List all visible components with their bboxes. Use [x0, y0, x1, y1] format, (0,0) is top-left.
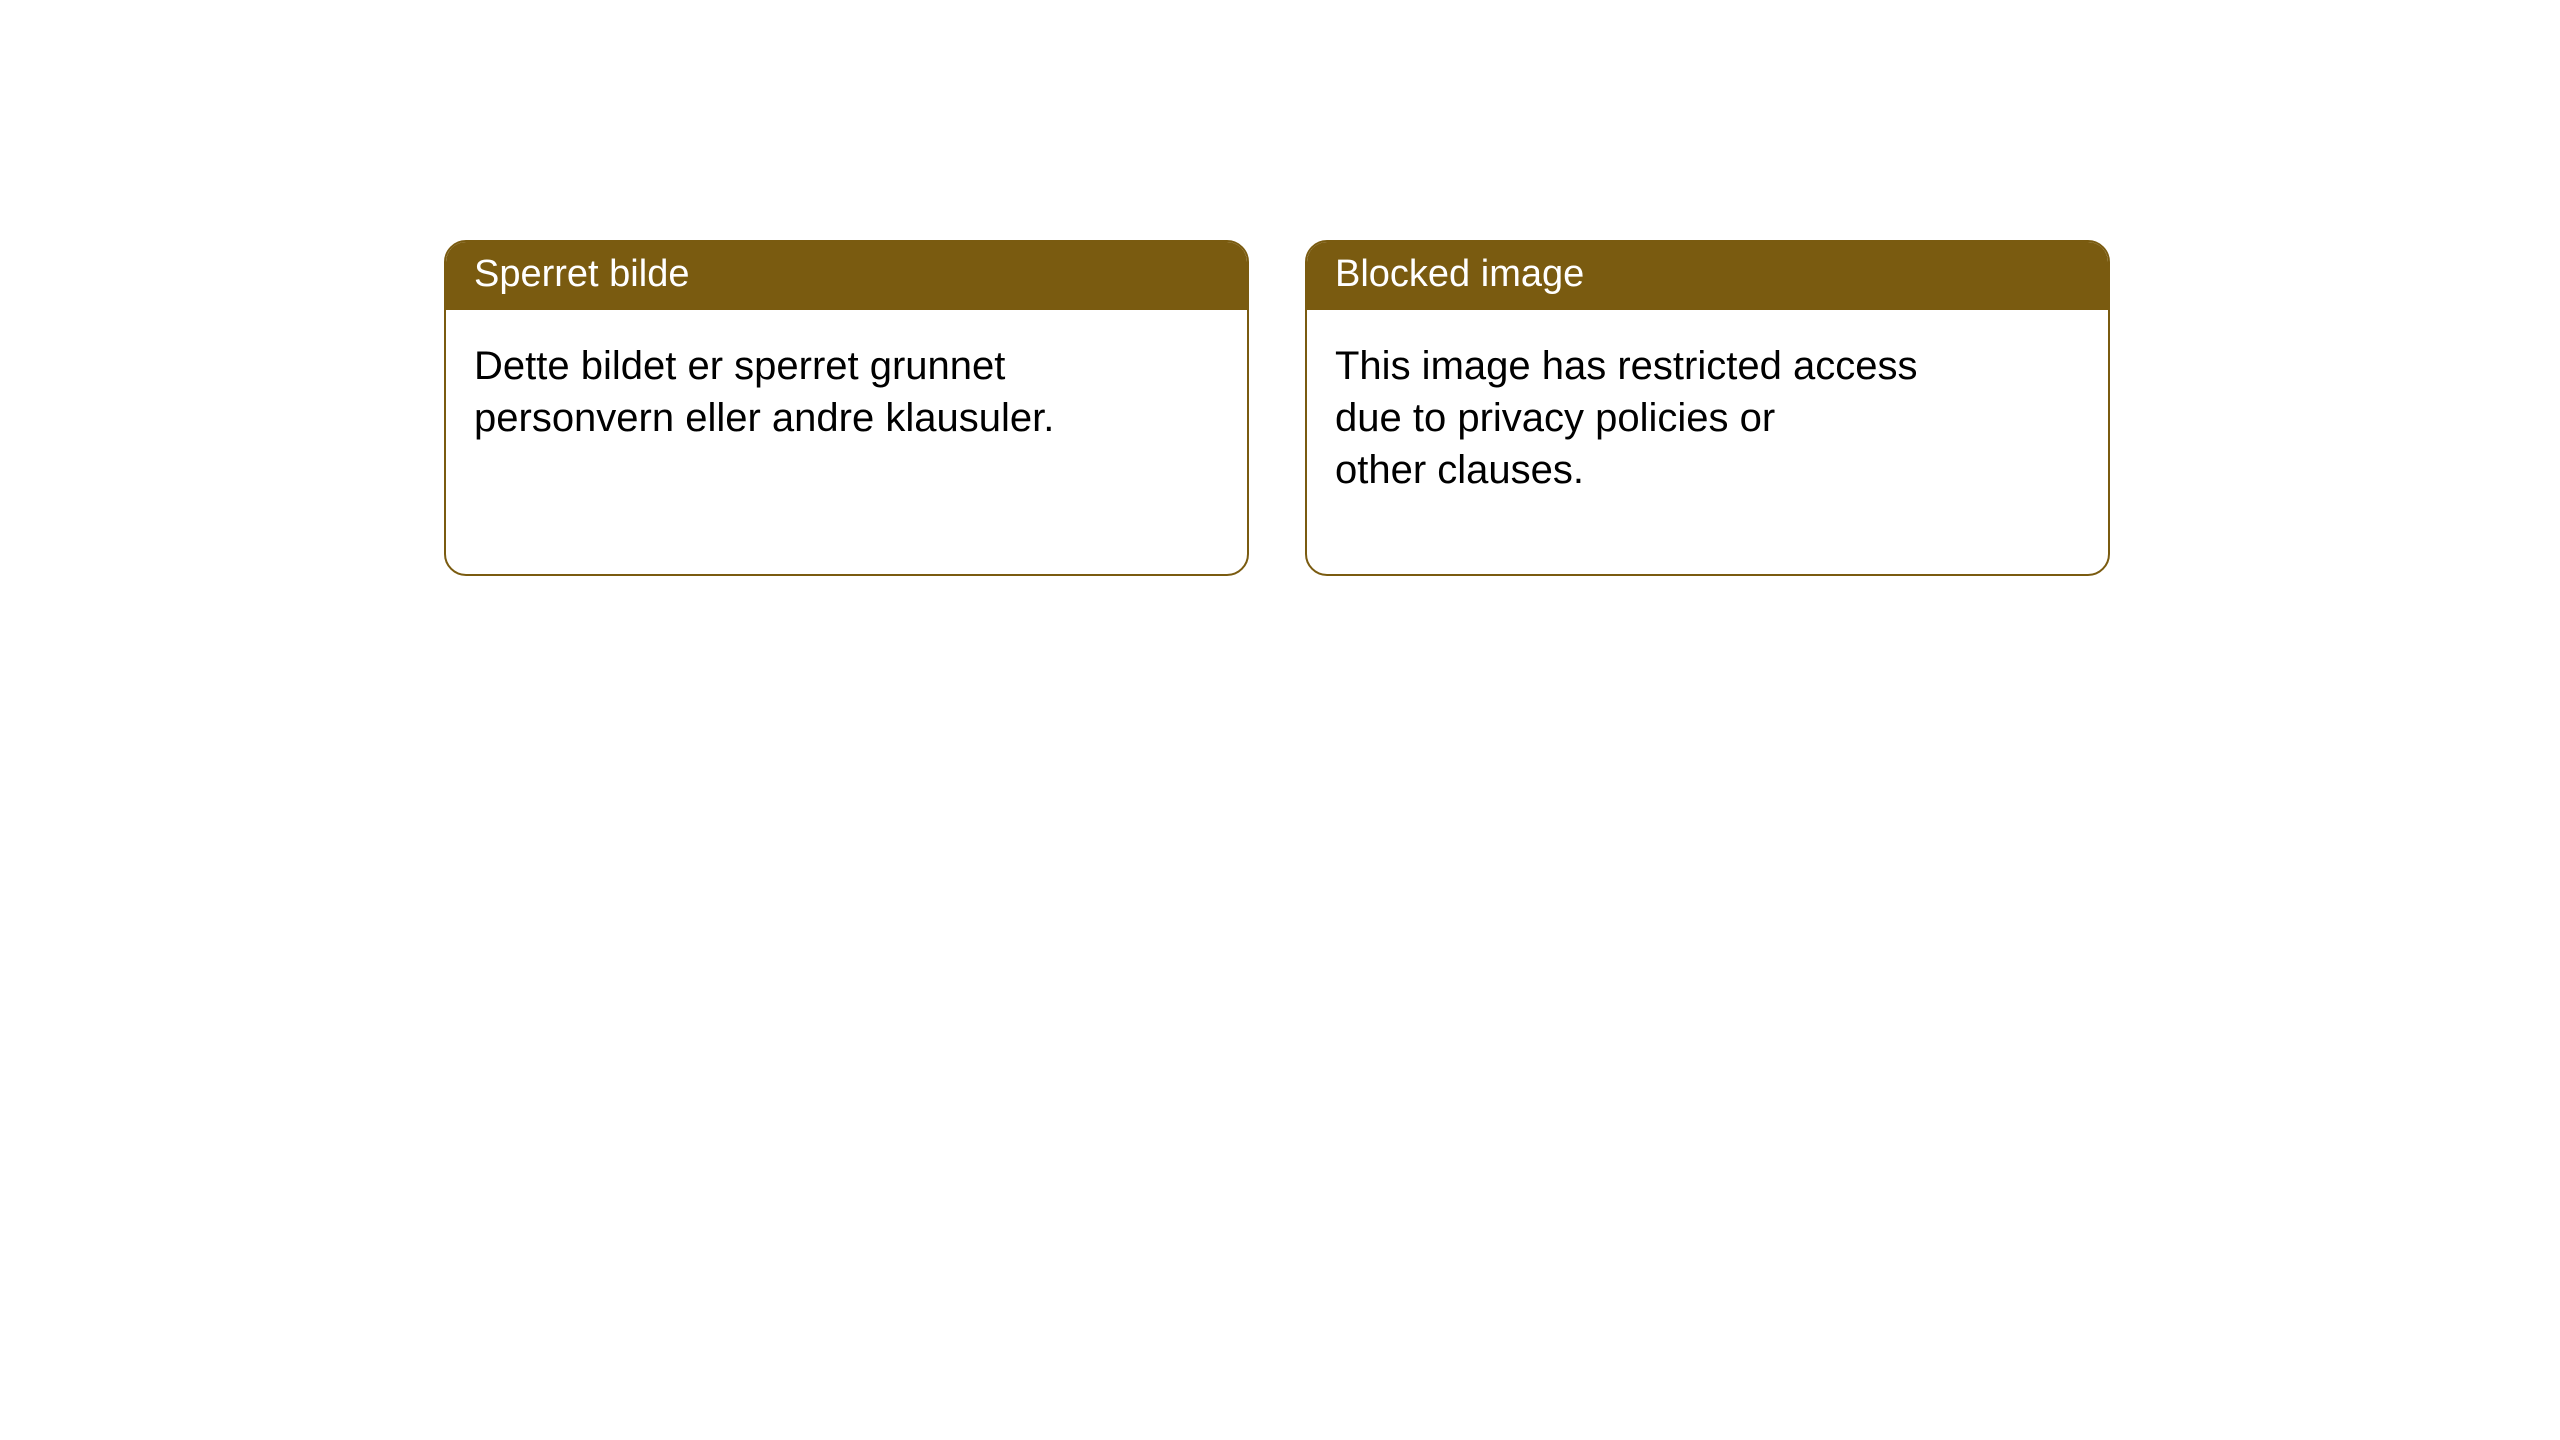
notice-title: Sperret bilde: [446, 242, 1247, 310]
notice-card-norwegian: Sperret bilde Dette bildet er sperret gr…: [444, 240, 1249, 576]
notice-container: Sperret bilde Dette bildet er sperret gr…: [0, 0, 2560, 576]
notice-body: Dette bildet er sperret grunnet personve…: [446, 310, 1247, 474]
notice-body: This image has restricted access due to …: [1307, 310, 2108, 526]
notice-title: Blocked image: [1307, 242, 2108, 310]
notice-card-english: Blocked image This image has restricted …: [1305, 240, 2110, 576]
